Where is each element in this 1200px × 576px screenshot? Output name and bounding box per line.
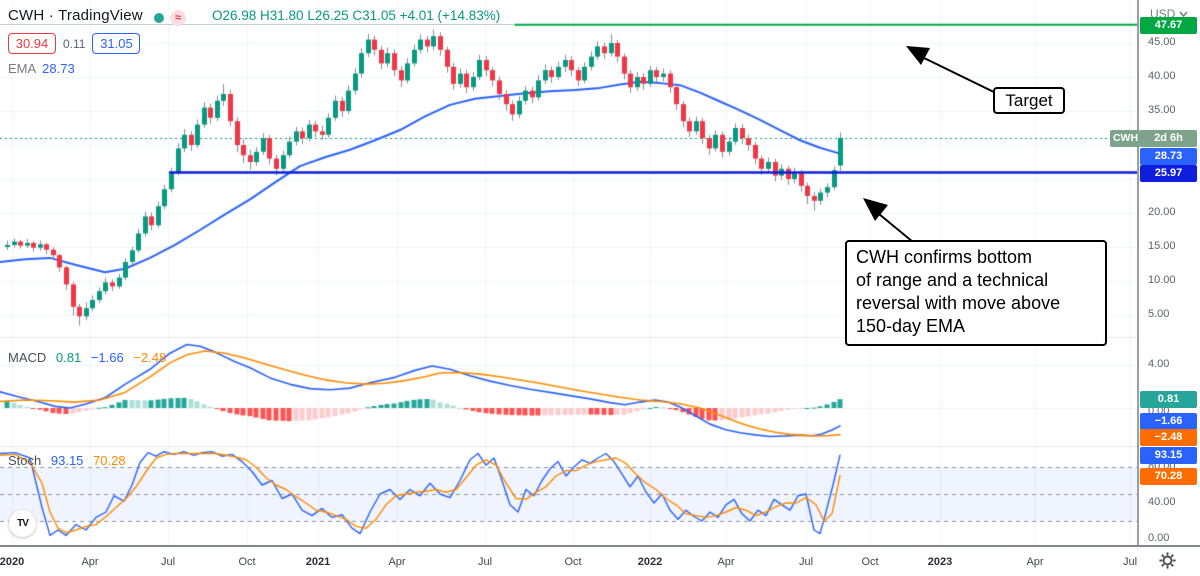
time-axis-label: Oct bbox=[564, 556, 582, 568]
stoch-k-value: 93.15 bbox=[50, 453, 84, 468]
time-axis-label: 2023 bbox=[927, 556, 953, 568]
time-axis-label: Apr bbox=[388, 556, 406, 568]
price-axis-label: 5.00 bbox=[1148, 308, 1170, 320]
price-axis-badge: 70.28 bbox=[1140, 467, 1197, 485]
tradingview-logo[interactable]: TV bbox=[9, 510, 36, 537]
price-axis-label: 40.00 bbox=[1148, 70, 1176, 82]
price-axis-badge: 25.97 bbox=[1140, 164, 1197, 182]
note-line: CWH confirms bottom bbox=[856, 247, 1033, 267]
ema-label: EMA bbox=[8, 61, 37, 76]
price-axis-border bbox=[1137, 0, 1139, 546]
price-axis-badge: 28.73 bbox=[1140, 147, 1197, 165]
time-axis-label: 2022 bbox=[637, 556, 663, 568]
macd-hist-value: 0.81 bbox=[55, 350, 82, 365]
note-line: of range and a technical bbox=[856, 270, 1049, 290]
price-axis-badge: 93.15 bbox=[1140, 446, 1197, 464]
time-axis-label: Apr bbox=[717, 556, 735, 568]
price-axis-badge: 0.81 bbox=[1140, 390, 1197, 408]
gear-button[interactable] bbox=[1158, 551, 1177, 575]
price-axis-label: 10.00 bbox=[1148, 274, 1176, 286]
time-axis-label: 2020 bbox=[0, 556, 25, 568]
ema-legend: EMA 28.73 bbox=[8, 61, 75, 76]
chevron-down-icon bbox=[1179, 11, 1188, 17]
price-axis-label: 40.00 bbox=[1148, 496, 1176, 508]
price-axis-label: 0.00 bbox=[1148, 532, 1170, 544]
price-axis-label: 4.00 bbox=[1148, 358, 1170, 370]
price-axis-label: 15.00 bbox=[1148, 240, 1176, 252]
time-axis-border bbox=[0, 545, 1200, 547]
price-axis-label: 20.00 bbox=[1148, 206, 1176, 218]
price-axis-label: 35.00 bbox=[1148, 104, 1176, 116]
price-axis-badge: 47.67 bbox=[1140, 16, 1197, 34]
gear-icon bbox=[1159, 552, 1176, 569]
target-annotation[interactable]: Target bbox=[993, 87, 1065, 114]
time-axis-label: Apr bbox=[81, 556, 99, 568]
macd-legend: MACD 0.81 −1.66 −2.48 bbox=[8, 350, 166, 365]
macd-main-value: −1.66 bbox=[90, 350, 124, 365]
note-line: reversal with move above bbox=[856, 293, 1061, 313]
note-line: 150-day EMA bbox=[856, 316, 966, 336]
sell-price-button[interactable]: 30.94 bbox=[8, 33, 56, 54]
macd-signal-value: −2.48 bbox=[133, 350, 167, 365]
price-axis-label: 45.00 bbox=[1148, 36, 1176, 48]
stoch-legend: Stoch 93.15 70.28 bbox=[8, 453, 126, 468]
time-axis-label: Jul bbox=[1122, 556, 1138, 568]
header-underline bbox=[0, 24, 515, 25]
macd-label: MACD bbox=[8, 350, 47, 365]
stoch-d-value: 70.28 bbox=[93, 453, 126, 468]
time-axis-label: 2021 bbox=[305, 556, 331, 568]
time-axis-label: Oct bbox=[861, 556, 879, 568]
approx-status-icon: ≈ bbox=[170, 10, 186, 26]
time-axis-label: Jul bbox=[160, 556, 176, 568]
stoch-label: Stoch bbox=[8, 453, 42, 468]
price-axis-badge: −1.66 bbox=[1140, 412, 1197, 430]
time-axis-label: Apr bbox=[1026, 556, 1044, 568]
time-axis-label: Oct bbox=[238, 556, 256, 568]
ohlc-readout: O26.98 H31.80 L26.25 C31.05 +4.01 (+14.8… bbox=[212, 8, 501, 23]
spread-value: 0.11 bbox=[63, 36, 86, 51]
market-status-dot-icon bbox=[154, 13, 164, 23]
buy-price-button[interactable]: 31.05 bbox=[92, 33, 141, 54]
note-annotation[interactable]: CWH confirms bottom of range and a techn… bbox=[845, 240, 1107, 346]
price-axis-badge: 2d 6h bbox=[1140, 129, 1197, 147]
symbol-tag: CWH bbox=[1110, 130, 1141, 147]
time-axis-label: Jul bbox=[798, 556, 814, 568]
time-axis-label: Jul bbox=[477, 556, 493, 568]
price-axis-badge: −2.48 bbox=[1140, 428, 1197, 446]
symbol-title[interactable]: CWH · TradingView bbox=[8, 7, 143, 24]
ema-value: 28.73 bbox=[42, 61, 75, 76]
